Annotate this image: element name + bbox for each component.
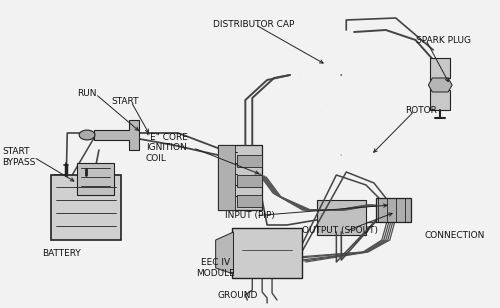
Text: CONNECTION: CONNECTION [424,231,485,240]
Text: "E" CORE
IGNITION
COIL: "E" CORE IGNITION COIL [146,133,188,163]
Polygon shape [316,200,366,235]
Polygon shape [77,163,114,195]
Circle shape [79,130,95,140]
Text: SPARK PLUG: SPARK PLUG [416,35,470,45]
Polygon shape [238,175,262,187]
Text: INPUT (PIP): INPUT (PIP) [225,211,275,220]
Polygon shape [430,58,450,110]
Text: BATTERY: BATTERY [42,249,81,258]
Bar [52,175,120,240]
Text: ROTOR: ROTOR [406,106,438,116]
Text: EEC IV
MODULE: EEC IV MODULE [196,258,234,278]
Polygon shape [218,145,262,210]
Polygon shape [376,198,410,222]
Polygon shape [94,120,138,150]
Text: DISTRIBUTOR CAP: DISTRIBUTOR CAP [212,20,294,29]
Polygon shape [238,155,262,167]
Polygon shape [238,195,262,207]
Polygon shape [218,145,236,210]
Text: GROUND: GROUND [217,291,258,300]
Polygon shape [428,78,452,92]
Polygon shape [232,228,302,278]
Text: START
BYPASS: START BYPASS [2,148,36,167]
Text: OUTPUT (SPOUT): OUTPUT (SPOUT) [302,226,378,236]
Polygon shape [216,232,234,274]
Text: RUN: RUN [76,89,96,99]
Text: START: START [112,97,139,106]
